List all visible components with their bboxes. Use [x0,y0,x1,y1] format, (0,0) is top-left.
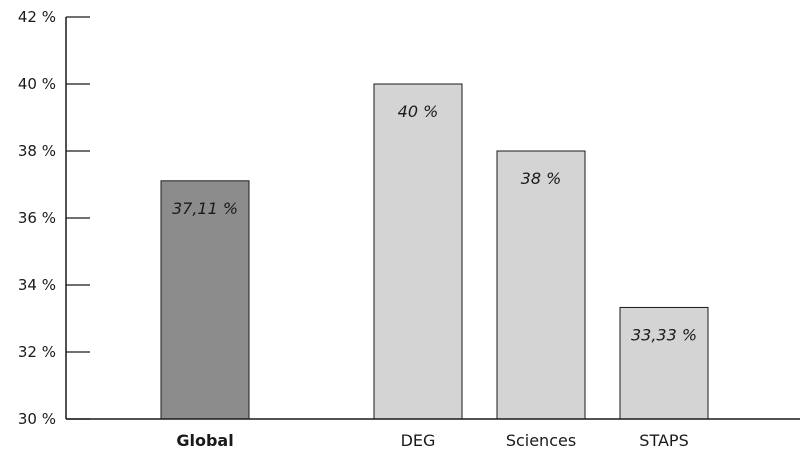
data-label-global: 37,11 % [172,199,238,218]
bar-sciences [496,150,586,420]
category-labels: Global DEG Sciences STAPS [176,431,688,450]
data-label-sciences: 38 % [521,169,562,188]
category-label-global: Global [176,431,233,450]
y-tick-label: 32 % [18,343,56,361]
category-label-sciences: Sciences [506,431,576,450]
data-label-deg: 40 % [398,102,439,121]
y-tick-label: 42 % [18,8,56,26]
bars [160,83,709,420]
category-label-deg: DEG [401,431,436,450]
bar-staps [619,306,709,420]
y-tick-label: 30 % [18,410,56,428]
y-tick-label: 38 % [18,142,56,160]
data-labels: 37,11 % 40 % 38 % 33,33 % [172,102,697,344]
y-axis: 30 % 32 % 34 % 36 % 38 % 40 % 42 % [18,8,90,428]
y-tick-label: 36 % [18,209,56,227]
category-label-staps: STAPS [639,431,688,450]
bar-deg [373,83,463,420]
y-tick-label: 40 % [18,75,56,93]
bar-global [160,180,250,420]
y-tick-label: 34 % [18,276,56,294]
data-label-staps: 33,33 % [631,325,697,344]
